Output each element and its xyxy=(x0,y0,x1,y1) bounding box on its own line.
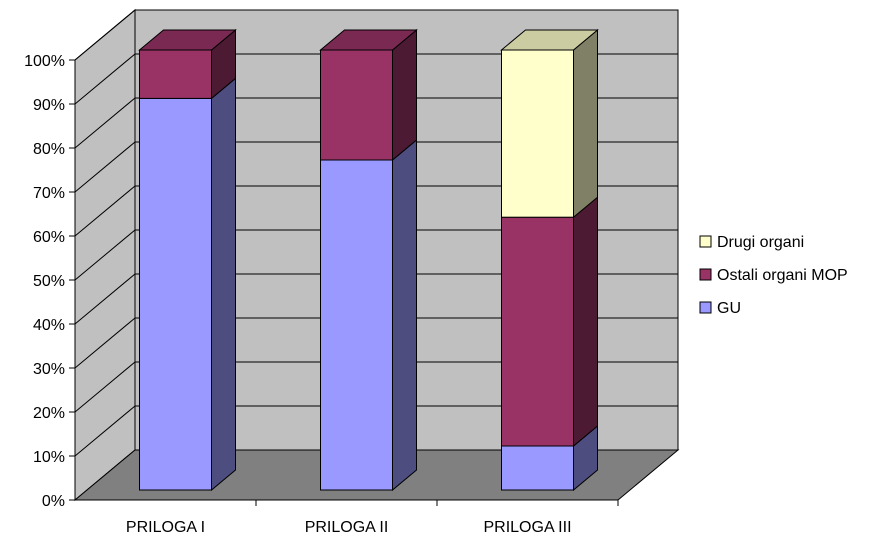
x-category-label: PRILOGA II xyxy=(305,519,389,536)
gridline xyxy=(74,405,678,457)
bars xyxy=(138,28,599,492)
legend-label: Drugi organi xyxy=(717,234,804,251)
y-tick-label: 80% xyxy=(33,141,65,158)
x-category-label: PRILOGA I xyxy=(126,519,205,536)
bar-segment xyxy=(501,216,574,447)
y-tick-label: 100% xyxy=(24,53,65,70)
legend: Drugi organi Ostali organi MOP GU xyxy=(699,234,848,317)
y-tick-label: 40% xyxy=(33,317,65,334)
x-axis-category-labels: PRILOGA I PRILOGA II PRILOGA III xyxy=(126,519,572,536)
gridline xyxy=(74,9,678,61)
bar-segment xyxy=(501,49,574,218)
bar-top xyxy=(138,29,237,51)
y-axis-tick-labels: 0% 10% 20% 30% 40% 50% 60% 70% 80% 90% 100% xyxy=(24,53,65,510)
y-tick-label: 10% xyxy=(33,449,65,466)
bar-segment xyxy=(320,159,393,491)
bar-segment-side xyxy=(573,196,598,448)
gridline xyxy=(74,229,678,281)
gridline xyxy=(74,273,678,325)
gridline xyxy=(74,97,678,149)
bar-segment xyxy=(320,49,393,161)
y-tick-label: 20% xyxy=(33,405,65,422)
gridline xyxy=(74,185,678,237)
y-tick-label: 0% xyxy=(42,493,65,510)
bar-segment-side xyxy=(392,138,417,492)
y-tick-label: 90% xyxy=(33,97,65,114)
bar-segment-side xyxy=(211,77,236,492)
gridlines xyxy=(74,9,678,457)
axes xyxy=(69,59,619,506)
legend-label: Ostali organi MOP xyxy=(717,267,848,284)
bar-segment-side xyxy=(573,28,598,219)
legend-swatch xyxy=(699,301,712,314)
bar-segment-side xyxy=(392,28,417,162)
gridline xyxy=(74,141,678,193)
x-category-label: PRILOGA III xyxy=(483,519,571,536)
bar-segment xyxy=(139,97,212,491)
y-tick-label: 50% xyxy=(33,273,65,290)
bar-segment xyxy=(501,445,574,491)
bar-segment xyxy=(139,49,212,99)
gridline xyxy=(74,361,678,413)
gridline xyxy=(74,53,678,105)
y-tick-label: 70% xyxy=(33,185,65,202)
legend-swatch xyxy=(699,268,712,281)
gridline xyxy=(74,317,678,369)
y-tick-label: 30% xyxy=(33,361,65,378)
bar-top xyxy=(500,29,599,51)
y-tick-label: 60% xyxy=(33,229,65,246)
legend-swatch xyxy=(699,235,712,248)
legend-label: GU xyxy=(717,300,741,317)
bar-top xyxy=(319,29,418,51)
